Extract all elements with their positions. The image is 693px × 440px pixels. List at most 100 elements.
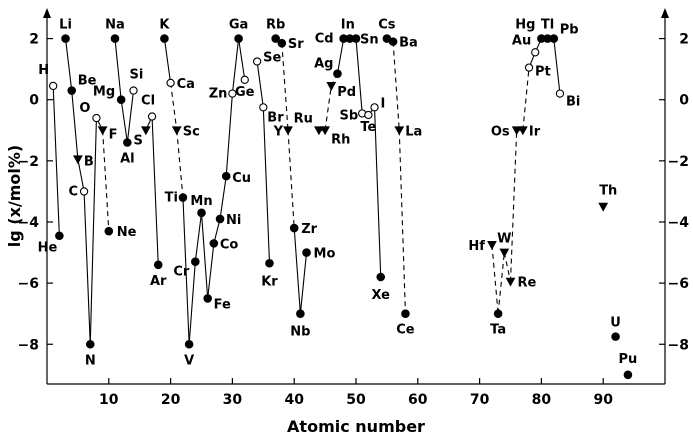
- label-Kr: Kr: [261, 274, 278, 289]
- right-y-tick-label: −2: [668, 154, 689, 170]
- marker-Bi: [555, 89, 565, 98]
- marker-Ir: [517, 126, 528, 136]
- marker-Zn: [228, 89, 237, 98]
- x-tick-label: 10: [99, 392, 119, 408]
- marker-Mo: [302, 248, 311, 257]
- label-Se: Se: [263, 50, 281, 65]
- marker-S: [141, 126, 151, 136]
- label-V: V: [184, 353, 194, 368]
- marker-Al: [123, 138, 132, 147]
- marker-Te: [364, 110, 373, 120]
- label-Zn: Zn: [209, 87, 228, 102]
- right-y-tick-label: −8: [668, 337, 689, 353]
- marker-B: [73, 155, 83, 165]
- marker-Ne: [104, 226, 114, 236]
- connector-Ti-V: [182, 197, 190, 345]
- x-tick-label: 60: [408, 392, 428, 408]
- marker-Si: [129, 86, 138, 95]
- connector-Cr-Mn: [194, 212, 203, 262]
- right-y-tick-label: −6: [668, 276, 689, 292]
- marker-Pu: [623, 370, 633, 380]
- label-Zr: Zr: [301, 222, 317, 237]
- label-Sr: Sr: [288, 37, 304, 52]
- connector-Sn-Sb: [355, 38, 363, 114]
- connector-Mg-Al: [120, 99, 128, 143]
- label-He: He: [38, 241, 58, 256]
- marker-Be: [67, 86, 77, 95]
- right-y-tick-label: 0: [679, 93, 689, 109]
- connector-C-N: [83, 191, 91, 345]
- marker-Re: [505, 277, 516, 287]
- label-Pb: Pb: [560, 23, 579, 38]
- label-Cd: Cd: [315, 32, 334, 47]
- marker-La: [394, 126, 405, 136]
- label-Li: Li: [59, 18, 72, 33]
- label-Ti: Ti: [165, 191, 178, 206]
- left-y-tick-label: −6: [18, 276, 39, 292]
- connector-Pb-Bi: [553, 38, 561, 94]
- right-y-tick-label: −4: [668, 215, 690, 231]
- marker-U: [611, 332, 620, 341]
- connector-Zn-Ga: [231, 38, 240, 94]
- x-tick-label: 70: [470, 392, 490, 408]
- left-y-tick-label: 0: [29, 93, 39, 109]
- label-Cl: Cl: [141, 94, 155, 109]
- connector-Br-Kr: [262, 107, 271, 264]
- marker-Mg: [116, 95, 126, 105]
- label-In: In: [341, 18, 355, 33]
- right-y-axis-arrow: [661, 8, 669, 18]
- label-Cu: Cu: [232, 171, 251, 186]
- connector-Zr-Nb: [293, 228, 301, 314]
- marker-C: [79, 187, 89, 196]
- connector-I-Xe: [373, 107, 382, 278]
- marker-K: [160, 34, 169, 43]
- label-Rh: Rh: [331, 132, 350, 147]
- label-Os: Os: [491, 124, 510, 139]
- marker-Ti: [178, 193, 188, 202]
- marker-Ru: [314, 126, 324, 136]
- label-La: La: [405, 124, 422, 139]
- marker-He: [55, 231, 64, 241]
- left-y-tick-label: −2: [18, 154, 39, 170]
- x-tick-label: 40: [284, 392, 304, 408]
- marker-Ni: [215, 214, 225, 224]
- label-Bi: Bi: [566, 95, 580, 110]
- marker-Kr: [265, 258, 274, 268]
- label-Ca: Ca: [177, 77, 195, 92]
- marker-Sc: [171, 126, 182, 136]
- label-Ru: Ru: [294, 111, 313, 126]
- marker-I: [370, 103, 379, 112]
- label-Br: Br: [267, 110, 284, 125]
- connector-F-Ne: [102, 130, 110, 232]
- label-Ba: Ba: [399, 36, 418, 51]
- label-Mo: Mo: [314, 247, 336, 262]
- label-Ta: Ta: [490, 323, 506, 338]
- data-markers: [49, 34, 633, 380]
- marker-H: [49, 81, 58, 91]
- connector-Ga-Ge: [238, 38, 246, 80]
- connector-W-Re: [503, 252, 512, 282]
- marker-Pd: [326, 82, 337, 91]
- connector-B-C: [77, 159, 85, 192]
- right-y-tick-label: 2: [679, 32, 689, 48]
- connector-N-O: [89, 118, 97, 345]
- left-y-tick-label: 2: [29, 32, 39, 48]
- marker-Li: [61, 34, 70, 43]
- left-y-tick-label: −4: [18, 215, 40, 231]
- label-Sn: Sn: [360, 33, 379, 48]
- marker-Au: [531, 48, 540, 57]
- connector-Ni-Cu: [219, 176, 227, 220]
- label-Y: Y: [273, 124, 284, 139]
- label-U: U: [610, 316, 621, 331]
- marker-Ga: [234, 34, 243, 43]
- marker-Fe: [203, 294, 212, 303]
- label-I: I: [381, 96, 386, 111]
- connector-Sc-Ti: [176, 130, 184, 198]
- connector-Hf-Ta: [491, 244, 499, 314]
- label-Tl: Tl: [541, 18, 554, 33]
- marker-Cl: [147, 112, 157, 121]
- label-B: B: [84, 154, 94, 169]
- label-S: S: [134, 133, 143, 148]
- connector-K-Ca: [163, 38, 172, 83]
- x-tick-label: 80: [532, 392, 552, 408]
